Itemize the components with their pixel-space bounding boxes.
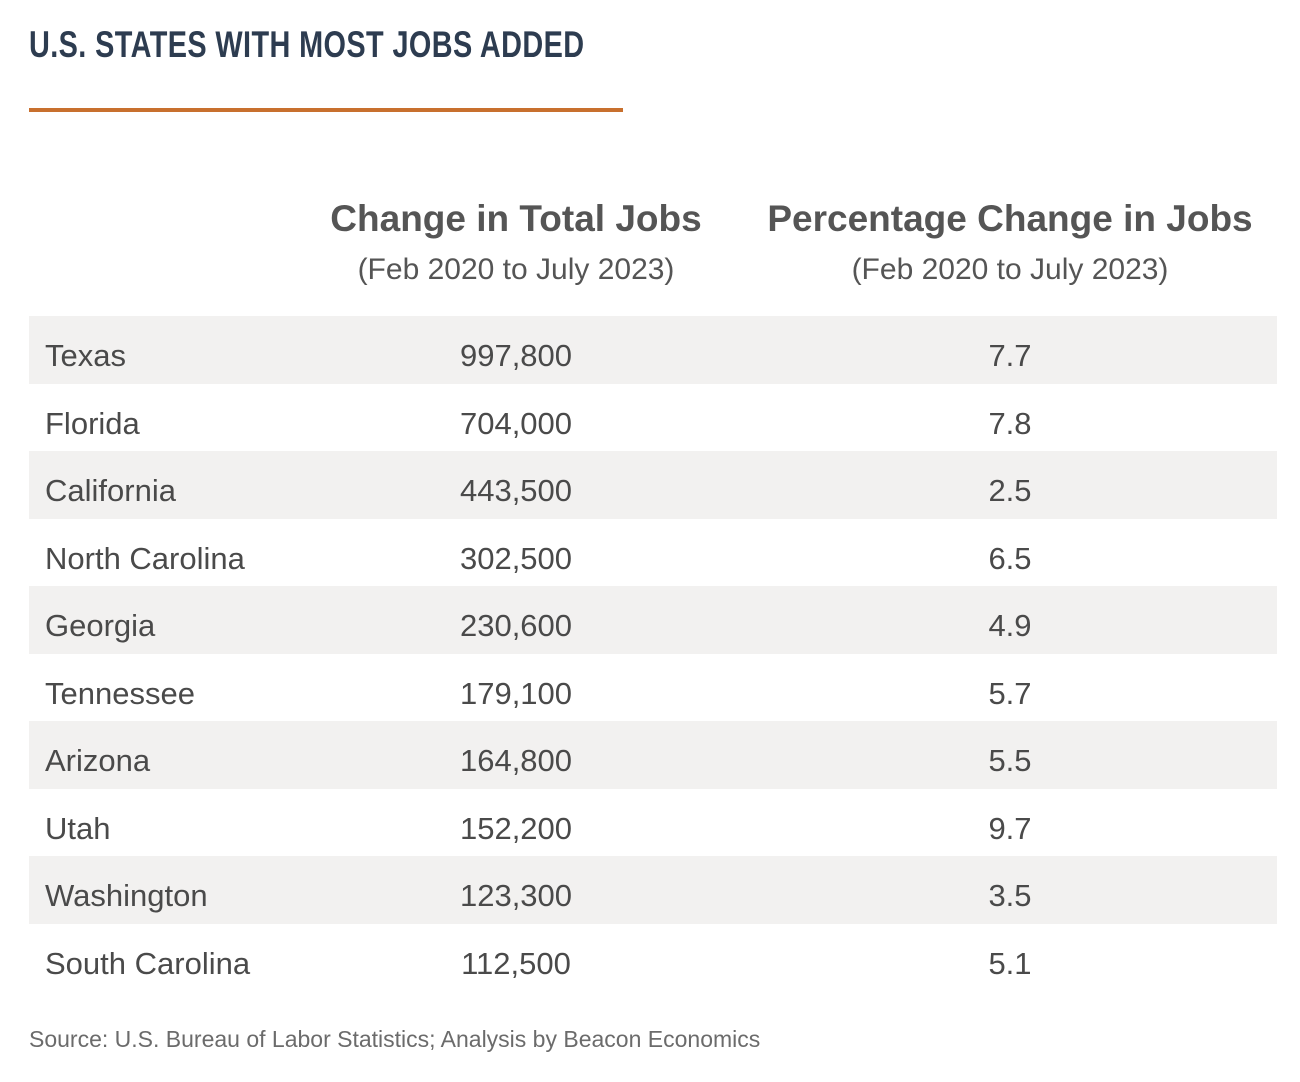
table-cell-jobs: 123,300 bbox=[459, 878, 573, 913]
table-row: Washington 123,300 3.5 bbox=[29, 856, 1277, 924]
table-row: California 443,500 2.5 bbox=[29, 451, 1277, 519]
table-cell-state: South Carolina bbox=[45, 945, 251, 981]
table-cell-pct: 2.5 bbox=[988, 473, 1032, 508]
table-cell-state: Florida bbox=[45, 405, 140, 441]
table-cell-jobs: 704,000 bbox=[459, 405, 573, 441]
table-cell-state: Arizona bbox=[45, 743, 151, 778]
column-header-jobs-label: Change in Total Jobs bbox=[330, 198, 702, 239]
table-row: Utah 152,200 9.7 bbox=[29, 789, 1277, 857]
title-underline bbox=[29, 108, 623, 112]
jobs-table: Texas 997,800 7.7 Florida 704,000 7.8 Ca… bbox=[29, 316, 1277, 991]
table-cell-state: Washington bbox=[45, 878, 208, 913]
column-header-jobs-period: (Feb 2020 to July 2023) bbox=[357, 253, 675, 286]
table-cell-jobs: 152,200 bbox=[459, 810, 573, 846]
table-cell-pct: 7.7 bbox=[988, 338, 1032, 373]
table-cell-jobs: 997,800 bbox=[459, 338, 573, 373]
table-row: Arizona 164,800 5.5 bbox=[29, 721, 1277, 789]
table-cell-pct: 6.5 bbox=[988, 540, 1032, 576]
table-cell-pct: 5.1 bbox=[988, 945, 1032, 981]
table-cell-pct: 9.7 bbox=[988, 810, 1032, 846]
table-row: South Carolina 112,500 5.1 bbox=[29, 924, 1277, 992]
table-cell-pct: 7.8 bbox=[988, 405, 1032, 441]
table-cell-jobs: 179,100 bbox=[459, 675, 573, 711]
table-cell-jobs: 164,800 bbox=[459, 743, 573, 778]
table-cell-jobs: 230,600 bbox=[459, 608, 573, 643]
table-cell-state: California bbox=[45, 473, 176, 508]
table-cell-pct: 5.5 bbox=[988, 743, 1032, 778]
table-cell-pct: 3.5 bbox=[988, 878, 1032, 913]
table-row: Texas 997,800 7.7 bbox=[29, 316, 1277, 384]
table-cell-pct: 5.7 bbox=[988, 675, 1032, 711]
table-cell-jobs: 302,500 bbox=[459, 540, 573, 576]
table-cell-state: Georgia bbox=[45, 608, 156, 643]
column-header-pct: Percentage Change in Jobs (Feb 2020 to J… bbox=[767, 196, 1252, 290]
table-cell-pct: 4.9 bbox=[988, 608, 1032, 643]
column-header-pct-label: Percentage Change in Jobs bbox=[767, 198, 1253, 239]
table-row: North Carolina 302,500 6.5 bbox=[29, 519, 1277, 587]
table-cell-jobs: 112,500 bbox=[461, 945, 571, 981]
column-header-jobs: Change in Total Jobs (Feb 2020 to July 2… bbox=[330, 196, 701, 290]
table-cell-state: Utah bbox=[45, 810, 111, 846]
table-cell-jobs: 443,500 bbox=[459, 473, 573, 508]
table-cell-state: North Carolina bbox=[45, 540, 245, 576]
table-row: Florida 704,000 7.8 bbox=[29, 384, 1277, 452]
table-row: Tennessee 179,100 5.7 bbox=[29, 654, 1277, 722]
table-row: Georgia 230,600 4.9 bbox=[29, 586, 1277, 654]
table-cell-state: Tennessee bbox=[45, 675, 195, 711]
source-note: Source: U.S. Bureau of Labor Statistics;… bbox=[29, 1026, 761, 1052]
page-title: U.S. STATES WITH MOST JOBS ADDED bbox=[29, 24, 585, 65]
table-cell-state: Texas bbox=[45, 338, 126, 373]
column-header-pct-period: (Feb 2020 to July 2023) bbox=[851, 253, 1169, 286]
